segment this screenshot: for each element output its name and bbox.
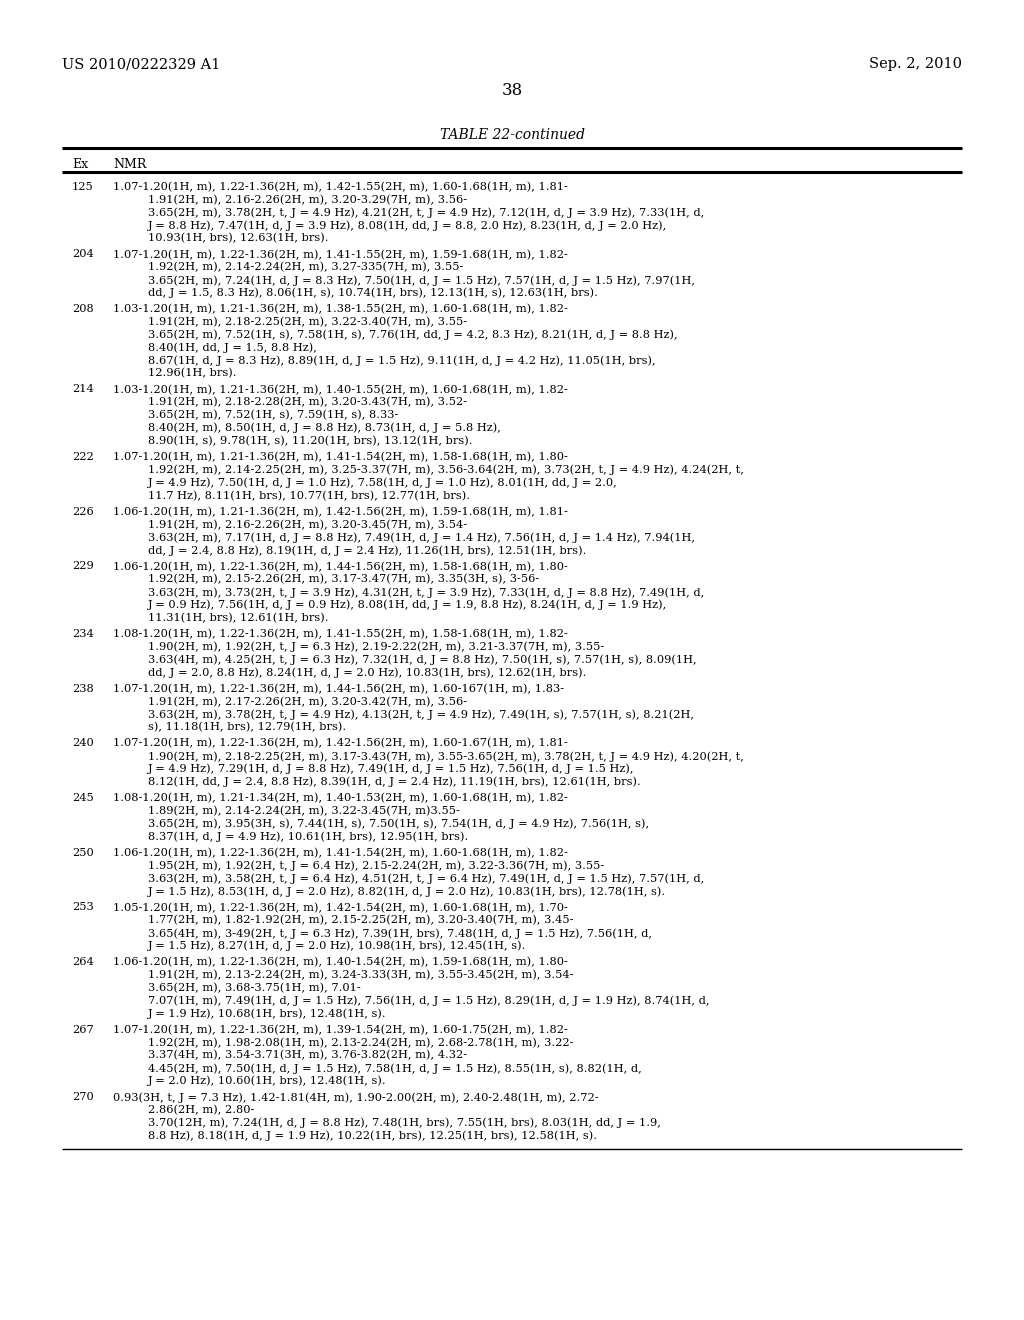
Text: 1.06-1.20(1H, m), 1.22-1.36(2H, m), 1.44-1.56(2H, m), 1.58-1.68(1H, m), 1.80-: 1.06-1.20(1H, m), 1.22-1.36(2H, m), 1.44… [113,561,568,572]
Text: 7.07(1H, m), 7.49(1H, d, J = 1.5 Hz), 7.56(1H, d, J = 1.5 Hz), 8.29(1H, d, J = 1: 7.07(1H, m), 7.49(1H, d, J = 1.5 Hz), 7.… [148,995,710,1006]
Text: 125: 125 [72,182,94,191]
Text: 234: 234 [72,628,94,639]
Text: J = 1.5 Hz), 8.53(1H, d, J = 2.0 Hz), 8.82(1H, d, J = 2.0 Hz), 10.83(1H, brs), 1: J = 1.5 Hz), 8.53(1H, d, J = 2.0 Hz), 8.… [148,886,667,896]
Text: 4.45(2H, m), 7.50(1H, d, J = 1.5 Hz), 7.58(1H, d, J = 1.5 Hz), 8.55(1H, s), 8.82: 4.45(2H, m), 7.50(1H, d, J = 1.5 Hz), 7.… [148,1063,642,1073]
Text: 270: 270 [72,1092,94,1102]
Text: 1.92(2H, m), 2.15-2.26(2H, m), 3.17-3.47(7H, m), 3.35(3H, s), 3-56-: 1.92(2H, m), 2.15-2.26(2H, m), 3.17-3.47… [148,574,540,585]
Text: 3.63(2H, m), 3.58(2H, t, J = 6.4 Hz), 4.51(2H, t, J = 6.4 Hz), 7.49(1H, d, J = 1: 3.63(2H, m), 3.58(2H, t, J = 6.4 Hz), 4.… [148,874,705,884]
Text: 1.07-1.20(1H, m), 1.21-1.36(2H, m), 1.41-1.54(2H, m), 1.58-1.68(1H, m), 1.80-: 1.07-1.20(1H, m), 1.21-1.36(2H, m), 1.41… [113,451,568,462]
Text: 204: 204 [72,249,94,260]
Text: 8.40(2H, m), 8.50(1H, d, J = 8.8 Hz), 8.73(1H, d, J = 5.8 Hz),: 8.40(2H, m), 8.50(1H, d, J = 8.8 Hz), 8.… [148,422,501,433]
Text: 1.89(2H, m), 2.14-2.24(2H, m), 3.22-3.45(7H, m)3.55-: 1.89(2H, m), 2.14-2.24(2H, m), 3.22-3.45… [148,805,460,816]
Text: 3.65(2H, m), 7.24(1H, d, J = 8.3 Hz), 7.50(1H, d, J = 1.5 Hz), 7.57(1H, d, J = 1: 3.65(2H, m), 7.24(1H, d, J = 8.3 Hz), 7.… [148,275,695,285]
Text: 1.08-1.20(1H, m), 1.22-1.36(2H, m), 1.41-1.55(2H, m), 1.58-1.68(1H, m), 1.82-: 1.08-1.20(1H, m), 1.22-1.36(2H, m), 1.41… [113,628,568,639]
Text: 1.07-1.20(1H, m), 1.22-1.36(2H, m), 1.39-1.54(2H, m), 1.60-1.75(2H, m), 1.82-: 1.07-1.20(1H, m), 1.22-1.36(2H, m), 1.39… [113,1024,568,1035]
Text: 11.7 Hz), 8.11(1H, brs), 10.77(1H, brs), 12.77(1H, brs).: 11.7 Hz), 8.11(1H, brs), 10.77(1H, brs),… [148,491,470,500]
Text: 208: 208 [72,304,94,314]
Text: NMR: NMR [113,158,146,172]
Text: 226: 226 [72,507,94,516]
Text: 3.65(2H, m), 3.68-3.75(1H, m), 7.01-: 3.65(2H, m), 3.68-3.75(1H, m), 7.01- [148,982,360,993]
Text: 1.07-1.20(1H, m), 1.22-1.36(2H, m), 1.44-1.56(2H, m), 1.60-167(1H, m), 1.83-: 1.07-1.20(1H, m), 1.22-1.36(2H, m), 1.44… [113,684,564,694]
Text: 3.65(4H, m), 3-49(2H, t, J = 6.3 Hz), 7.39(1H, brs), 7.48(1H, d, J = 1.5 Hz), 7.: 3.65(4H, m), 3-49(2H, t, J = 6.3 Hz), 7.… [148,928,652,939]
Text: 214: 214 [72,384,94,395]
Text: 11.31(1H, brs), 12.61(1H, brs).: 11.31(1H, brs), 12.61(1H, brs). [148,612,329,623]
Text: dd, J = 1.5, 8.3 Hz), 8.06(1H, s), 10.74(1H, brs), 12.13(1H, s), 12.63(1H, brs).: dd, J = 1.5, 8.3 Hz), 8.06(1H, s), 10.74… [148,288,598,298]
Text: US 2010/0222329 A1: US 2010/0222329 A1 [62,57,220,71]
Text: 238: 238 [72,684,94,693]
Text: 1.90(2H, m), 1.92(2H, t, J = 6.3 Hz), 2.19-2.22(2H, m), 3.21-3.37(7H, m), 3.55-: 1.90(2H, m), 1.92(2H, t, J = 6.3 Hz), 2.… [148,642,604,652]
Text: 10.93(1H, brs), 12.63(1H, brs).: 10.93(1H, brs), 12.63(1H, brs). [148,234,329,244]
Text: TABLE 22-continued: TABLE 22-continued [439,128,585,143]
Text: 1.08-1.20(1H, m), 1.21-1.34(2H, m), 1.40-1.53(2H, m), 1.60-1.68(1H, m), 1.82-: 1.08-1.20(1H, m), 1.21-1.34(2H, m), 1.40… [113,793,568,804]
Text: 1.77(2H, m), 1.82-1.92(2H, m), 2.15-2.25(2H, m), 3.20-3.40(7H, m), 3.45-: 1.77(2H, m), 1.82-1.92(2H, m), 2.15-2.25… [148,915,573,925]
Text: J = 1.9 Hz), 10.68(1H, brs), 12.48(1H, s).: J = 1.9 Hz), 10.68(1H, brs), 12.48(1H, s… [148,1008,387,1019]
Text: 1.90(2H, m), 2.18-2.25(2H, m), 3.17-3.43(7H, m), 3.55-3.65(2H, m), 3.78(2H, t, J: 1.90(2H, m), 2.18-2.25(2H, m), 3.17-3.43… [148,751,743,762]
Text: 1.06-1.20(1H, m), 1.22-1.36(2H, m), 1.40-1.54(2H, m), 1.59-1.68(1H, m), 1.80-: 1.06-1.20(1H, m), 1.22-1.36(2H, m), 1.40… [113,957,568,968]
Text: 1.92(2H, m), 2.14-2.24(2H, m), 3.27-335(7H, m), 3.55-: 1.92(2H, m), 2.14-2.24(2H, m), 3.27-335(… [148,263,464,273]
Text: 1.07-1.20(1H, m), 1.22-1.36(2H, m), 1.42-1.56(2H, m), 1.60-1.67(1H, m), 1.81-: 1.07-1.20(1H, m), 1.22-1.36(2H, m), 1.42… [113,738,568,748]
Text: 1.92(2H, m), 1.98-2.08(1H, m), 2.13-2.24(2H, m), 2.68-2.78(1H, m), 3.22-: 1.92(2H, m), 1.98-2.08(1H, m), 2.13-2.24… [148,1038,573,1048]
Text: J = 4.9 Hz), 7.29(1H, d, J = 8.8 Hz), 7.49(1H, d, J = 1.5 Hz), 7.56(1H, d, J = 1: J = 4.9 Hz), 7.29(1H, d, J = 8.8 Hz), 7.… [148,764,635,775]
Text: 8.8 Hz), 8.18(1H, d, J = 1.9 Hz), 10.22(1H, brs), 12.25(1H, brs), 12.58(1H, s).: 8.8 Hz), 8.18(1H, d, J = 1.9 Hz), 10.22(… [148,1130,597,1140]
Text: 8.40(1H, dd, J = 1.5, 8.8 Hz),: 8.40(1H, dd, J = 1.5, 8.8 Hz), [148,343,316,354]
Text: 3.63(4H, m), 4.25(2H, t, J = 6.3 Hz), 7.32(1H, d, J = 8.8 Hz), 7.50(1H, s), 7.57: 3.63(4H, m), 4.25(2H, t, J = 6.3 Hz), 7.… [148,655,696,665]
Text: J = 0.9 Hz), 7.56(1H, d, J = 0.9 Hz), 8.08(1H, dd, J = 1.9, 8.8 Hz), 8.24(1H, d,: J = 0.9 Hz), 7.56(1H, d, J = 0.9 Hz), 8.… [148,599,668,610]
Text: 8.90(1H, s), 9.78(1H, s), 11.20(1H, brs), 13.12(1H, brs).: 8.90(1H, s), 9.78(1H, s), 11.20(1H, brs)… [148,436,472,446]
Text: dd, J = 2.4, 8.8 Hz), 8.19(1H, d, J = 2.4 Hz), 11.26(1H, brs), 12.51(1H, brs).: dd, J = 2.4, 8.8 Hz), 8.19(1H, d, J = 2.… [148,545,587,556]
Text: 1.91(2H, m), 2.17-2.26(2H, m), 3.20-3.42(7H, m), 3.56-: 1.91(2H, m), 2.17-2.26(2H, m), 3.20-3.42… [148,697,467,706]
Text: 3.70(12H, m), 7.24(1H, d, J = 8.8 Hz), 7.48(1H, brs), 7.55(1H, brs), 8.03(1H, dd: 3.70(12H, m), 7.24(1H, d, J = 8.8 Hz), 7… [148,1118,660,1129]
Text: 1.92(2H, m), 2.14-2.25(2H, m), 3.25-3.37(7H, m), 3.56-3.64(2H, m), 3.73(2H, t, J: 1.92(2H, m), 2.14-2.25(2H, m), 3.25-3.37… [148,465,743,475]
Text: 3.65(2H, m), 7.52(1H, s), 7.59(1H, s), 8.33-: 3.65(2H, m), 7.52(1H, s), 7.59(1H, s), 8… [148,411,398,421]
Text: 250: 250 [72,847,94,858]
Text: Ex: Ex [72,158,88,172]
Text: 245: 245 [72,793,94,803]
Text: J = 2.0 Hz), 10.60(1H, brs), 12.48(1H, s).: J = 2.0 Hz), 10.60(1H, brs), 12.48(1H, s… [148,1076,387,1086]
Text: 1.07-1.20(1H, m), 1.22-1.36(2H, m), 1.42-1.55(2H, m), 1.60-1.68(1H, m), 1.81-: 1.07-1.20(1H, m), 1.22-1.36(2H, m), 1.42… [113,182,568,193]
Text: 3.37(4H, m), 3.54-3.71(3H, m), 3.76-3.82(2H, m), 4.32-: 3.37(4H, m), 3.54-3.71(3H, m), 3.76-3.82… [148,1051,467,1060]
Text: 38: 38 [502,82,522,99]
Text: 1.03-1.20(1H, m), 1.21-1.36(2H, m), 1.40-1.55(2H, m), 1.60-1.68(1H, m), 1.82-: 1.03-1.20(1H, m), 1.21-1.36(2H, m), 1.40… [113,384,568,395]
Text: 3.65(2H, m), 7.52(1H, s), 7.58(1H, s), 7.76(1H, dd, J = 4.2, 8.3 Hz), 8.21(1H, d: 3.65(2H, m), 7.52(1H, s), 7.58(1H, s), 7… [148,330,678,341]
Text: 12.96(1H, brs).: 12.96(1H, brs). [148,368,237,379]
Text: 1.91(2H, m), 2.18-2.28(2H, m), 3.20-3.43(7H, m), 3.52-: 1.91(2H, m), 2.18-2.28(2H, m), 3.20-3.43… [148,397,467,408]
Text: 3.63(2H, m), 3.78(2H, t, J = 4.9 Hz), 4.13(2H, t, J = 4.9 Hz), 7.49(1H, s), 7.57: 3.63(2H, m), 3.78(2H, t, J = 4.9 Hz), 4.… [148,709,694,719]
Text: Sep. 2, 2010: Sep. 2, 2010 [869,57,962,71]
Text: 3.63(2H, m), 7.17(1H, d, J = 8.8 Hz), 7.49(1H, d, J = 1.4 Hz), 7.56(1H, d, J = 1: 3.63(2H, m), 7.17(1H, d, J = 8.8 Hz), 7.… [148,532,695,543]
Text: 1.91(2H, m), 2.18-2.25(2H, m), 3.22-3.40(7H, m), 3.55-: 1.91(2H, m), 2.18-2.25(2H, m), 3.22-3.40… [148,317,467,327]
Text: 1.05-1.20(1H, m), 1.22-1.36(2H, m), 1.42-1.54(2H, m), 1.60-1.68(1H, m), 1.70-: 1.05-1.20(1H, m), 1.22-1.36(2H, m), 1.42… [113,903,568,912]
Text: 1.06-1.20(1H, m), 1.21-1.36(2H, m), 1.42-1.56(2H, m), 1.59-1.68(1H, m), 1.81-: 1.06-1.20(1H, m), 1.21-1.36(2H, m), 1.42… [113,507,568,517]
Text: 1.03-1.20(1H, m), 1.21-1.36(2H, m), 1.38-1.55(2H, m), 1.60-1.68(1H, m), 1.82-: 1.03-1.20(1H, m), 1.21-1.36(2H, m), 1.38… [113,304,568,314]
Text: 1.95(2H, m), 1.92(2H, t, J = 6.4 Hz), 2.15-2.24(2H, m), 3.22-3.36(7H, m), 3.55-: 1.95(2H, m), 1.92(2H, t, J = 6.4 Hz), 2.… [148,861,604,871]
Text: J = 4.9 Hz), 7.50(1H, d, J = 1.0 Hz), 7.58(1H, d, J = 1.0 Hz), 8.01(1H, dd, J = : J = 4.9 Hz), 7.50(1H, d, J = 1.0 Hz), 7.… [148,478,617,488]
Text: 1.91(2H, m), 2.13-2.24(2H, m), 3.24-3.33(3H, m), 3.55-3.45(2H, m), 3.54-: 1.91(2H, m), 2.13-2.24(2H, m), 3.24-3.33… [148,970,573,981]
Text: 8.67(1H, d, J = 8.3 Hz), 8.89(1H, d, J = 1.5 Hz), 9.11(1H, d, J = 4.2 Hz), 11.05: 8.67(1H, d, J = 8.3 Hz), 8.89(1H, d, J =… [148,355,655,366]
Text: 1.07-1.20(1H, m), 1.22-1.36(2H, m), 1.41-1.55(2H, m), 1.59-1.68(1H, m), 1.82-: 1.07-1.20(1H, m), 1.22-1.36(2H, m), 1.41… [113,249,568,260]
Text: 229: 229 [72,561,94,572]
Text: 3.65(2H, m), 3.78(2H, t, J = 4.9 Hz), 4.21(2H, t, J = 4.9 Hz), 7.12(1H, d, J = 3: 3.65(2H, m), 3.78(2H, t, J = 4.9 Hz), 4.… [148,207,705,218]
Text: J = 8.8 Hz), 7.47(1H, d, J = 3.9 Hz), 8.08(1H, dd, J = 8.8, 2.0 Hz), 8.23(1H, d,: J = 8.8 Hz), 7.47(1H, d, J = 3.9 Hz), 8.… [148,220,668,231]
Text: s), 11.18(1H, brs), 12.79(1H, brs).: s), 11.18(1H, brs), 12.79(1H, brs). [148,722,346,733]
Text: 1.91(2H, m), 2.16-2.26(2H, m), 3.20-3.29(7H, m), 3.56-: 1.91(2H, m), 2.16-2.26(2H, m), 3.20-3.29… [148,195,467,205]
Text: 267: 267 [72,1024,94,1035]
Text: J = 1.5 Hz), 8.27(1H, d, J = 2.0 Hz), 10.98(1H, brs), 12.45(1H, s).: J = 1.5 Hz), 8.27(1H, d, J = 2.0 Hz), 10… [148,941,526,952]
Text: 253: 253 [72,903,94,912]
Text: 8.12(1H, dd, J = 2.4, 8.8 Hz), 8.39(1H, d, J = 2.4 Hz), 11.19(1H, brs), 12.61(1H: 8.12(1H, dd, J = 2.4, 8.8 Hz), 8.39(1H, … [148,776,641,787]
Text: 3.63(2H, m), 3.73(2H, t, J = 3.9 Hz), 4.31(2H, t, J = 3.9 Hz), 7.33(1H, d, J = 8: 3.63(2H, m), 3.73(2H, t, J = 3.9 Hz), 4.… [148,587,705,598]
Text: 264: 264 [72,957,94,968]
Text: dd, J = 2.0, 8.8 Hz), 8.24(1H, d, J = 2.0 Hz), 10.83(1H, brs), 12.62(1H, brs).: dd, J = 2.0, 8.8 Hz), 8.24(1H, d, J = 2.… [148,668,587,678]
Text: 0.93(3H, t, J = 7.3 Hz), 1.42-1.81(4H, m), 1.90-2.00(2H, m), 2.40-2.48(1H, m), 2: 0.93(3H, t, J = 7.3 Hz), 1.42-1.81(4H, m… [113,1092,599,1102]
Text: 240: 240 [72,738,94,748]
Text: 3.65(2H, m), 3.95(3H, s), 7.44(1H, s), 7.50(1H, s), 7.54(1H, d, J = 4.9 Hz), 7.5: 3.65(2H, m), 3.95(3H, s), 7.44(1H, s), 7… [148,818,649,829]
Text: 1.06-1.20(1H, m), 1.22-1.36(2H, m), 1.41-1.54(2H, m), 1.60-1.68(1H, m), 1.82-: 1.06-1.20(1H, m), 1.22-1.36(2H, m), 1.41… [113,847,568,858]
Text: 8.37(1H, d, J = 4.9 Hz), 10.61(1H, brs), 12.95(1H, brs).: 8.37(1H, d, J = 4.9 Hz), 10.61(1H, brs),… [148,832,468,842]
Text: 2.86(2H, m), 2.80-: 2.86(2H, m), 2.80- [148,1105,254,1115]
Text: 1.91(2H, m), 2.16-2.26(2H, m), 3.20-3.45(7H, m), 3.54-: 1.91(2H, m), 2.16-2.26(2H, m), 3.20-3.45… [148,520,467,529]
Text: 222: 222 [72,451,94,462]
